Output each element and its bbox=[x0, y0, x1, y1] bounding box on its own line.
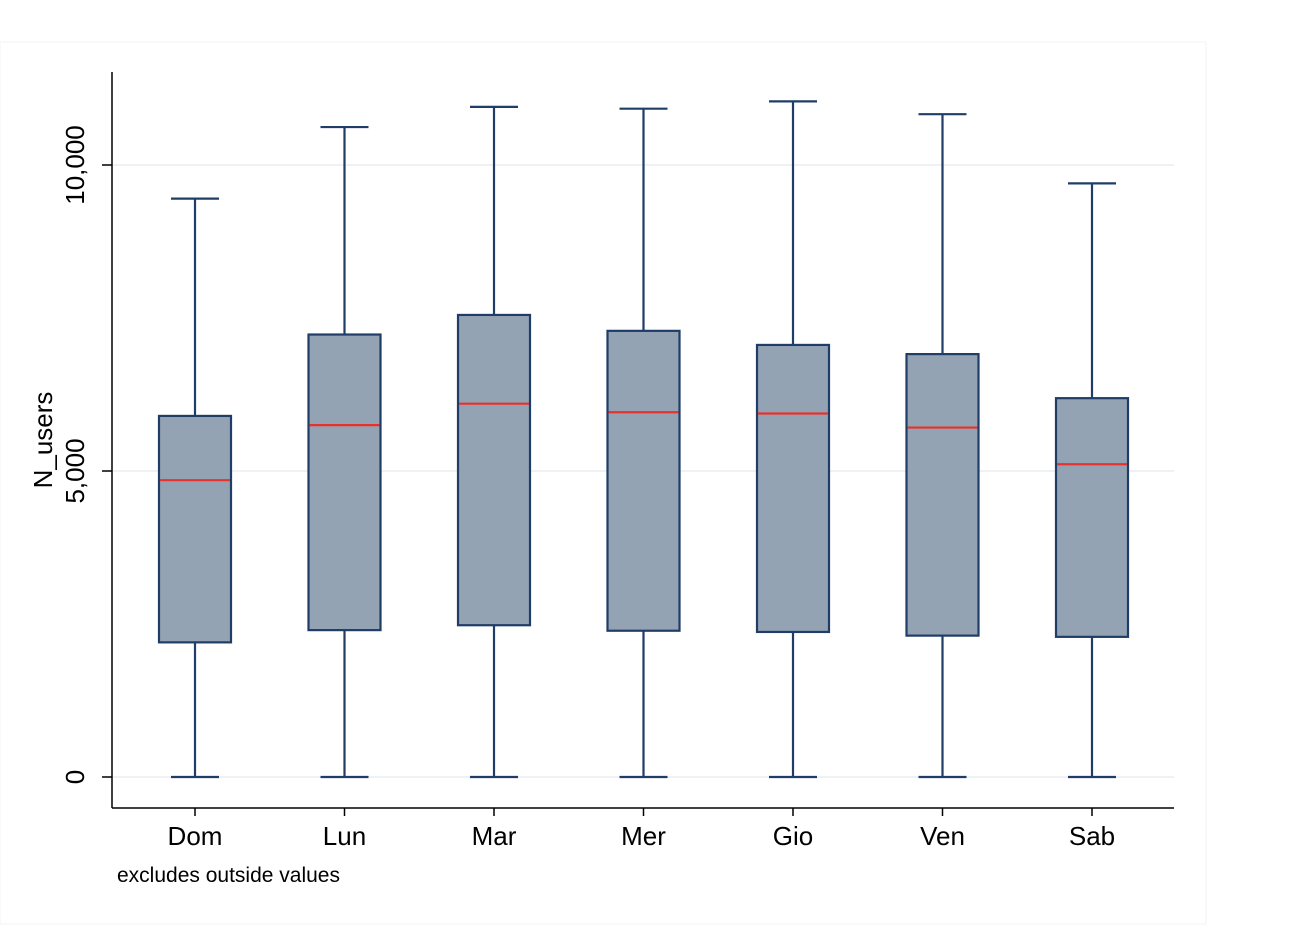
iqr-box bbox=[606, 329, 681, 632]
x-tick-label: Mar bbox=[472, 821, 517, 851]
x-tick-label: Mer bbox=[621, 821, 666, 851]
x-tick-label: Ven bbox=[920, 821, 965, 851]
box-sab bbox=[1054, 182, 1130, 779]
iqr-box bbox=[905, 353, 980, 637]
y-tick-label: 5,000 bbox=[60, 438, 90, 503]
y-tick-label: 0 bbox=[60, 770, 90, 784]
iqr-box bbox=[1054, 397, 1130, 638]
iqr-box bbox=[456, 313, 532, 627]
x-tick-label: Gio bbox=[773, 821, 813, 851]
box-ven bbox=[905, 113, 980, 779]
chart-note: excludes outside values bbox=[117, 864, 340, 887]
plot-region-border bbox=[0, 41, 1207, 925]
x-tick-label: Sab bbox=[1069, 821, 1115, 851]
box-lun bbox=[307, 125, 382, 779]
box-mer bbox=[606, 107, 681, 779]
boxes bbox=[157, 100, 1130, 779]
iqr-box bbox=[157, 414, 233, 644]
iqr-box bbox=[755, 343, 831, 634]
x-tick-label: Dom bbox=[168, 821, 223, 851]
y-tick-label: 10,000 bbox=[60, 125, 90, 205]
iqr-box bbox=[307, 333, 382, 632]
box-gio bbox=[755, 100, 831, 779]
x-tick-label: Lun bbox=[323, 821, 366, 851]
box-dom bbox=[157, 197, 233, 779]
y-ticks: 0 5,000 10,000 bbox=[60, 125, 112, 784]
y-axis-label: N_users bbox=[28, 392, 58, 489]
box-mar bbox=[456, 105, 532, 779]
x-ticks: Dom Lun Mar Mer Gio Ven Sab bbox=[168, 808, 1115, 851]
